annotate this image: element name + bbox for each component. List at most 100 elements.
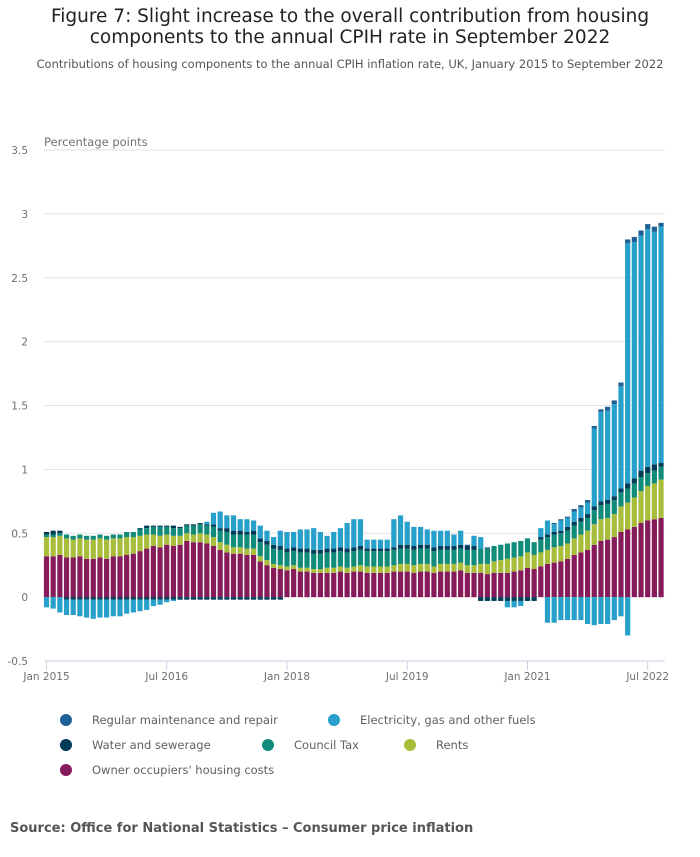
bar-segment-negative bbox=[130, 597, 136, 600]
bar-segment-negative bbox=[625, 597, 631, 636]
bar-segment bbox=[524, 538, 531, 553]
bar-segment bbox=[538, 539, 544, 553]
bar-segment-negative bbox=[524, 597, 531, 601]
bar-segment bbox=[311, 528, 317, 550]
bar-segment bbox=[384, 548, 390, 552]
bar-segment bbox=[538, 552, 544, 567]
bar-segment bbox=[164, 526, 170, 535]
bar-segment bbox=[471, 572, 477, 598]
bar-segment bbox=[264, 565, 270, 598]
bar-segment bbox=[484, 548, 490, 564]
bar-segment bbox=[63, 557, 70, 598]
bar-segment bbox=[157, 525, 163, 527]
legend-item-ooh[interactable]: Owner occupiers' housing costs bbox=[60, 763, 274, 777]
bar-segment bbox=[184, 525, 190, 534]
bar-segment bbox=[337, 528, 344, 548]
bar-segment bbox=[344, 548, 350, 553]
bar-segment bbox=[244, 548, 250, 555]
bar-segment bbox=[645, 520, 651, 598]
bar-segment bbox=[651, 483, 657, 520]
legend-dot-icon bbox=[60, 714, 72, 726]
y-tick-label: 2.5 bbox=[11, 273, 28, 285]
bar-segment bbox=[331, 531, 337, 549]
bar-segment bbox=[50, 556, 56, 598]
bar-segment bbox=[224, 544, 230, 553]
bar-segment bbox=[584, 502, 591, 515]
bar-segment bbox=[230, 534, 237, 548]
bar-segment bbox=[411, 549, 417, 566]
bar-segment bbox=[404, 571, 410, 598]
bar-segment bbox=[43, 531, 50, 535]
bar-segment-negative bbox=[77, 599, 83, 617]
bar-segment bbox=[651, 519, 657, 598]
legend-item-maintenance[interactable]: Regular maintenance and repair bbox=[60, 713, 278, 727]
bar-segment bbox=[618, 492, 624, 507]
bar-segment bbox=[605, 500, 611, 504]
bar-segment bbox=[598, 505, 604, 520]
bar-segment-negative bbox=[150, 597, 156, 600]
bar-segment bbox=[645, 466, 651, 474]
bar-segment bbox=[625, 488, 631, 503]
bar-segment bbox=[404, 544, 410, 549]
bar-segment bbox=[605, 539, 611, 598]
legend-item-electricity[interactable]: Electricity, gas and other fuels bbox=[328, 713, 536, 727]
bar-segment-negative bbox=[230, 597, 237, 600]
bar-segment-negative bbox=[170, 597, 177, 600]
bar-segment bbox=[384, 572, 390, 598]
bar-segment bbox=[458, 570, 464, 598]
bar-segment bbox=[264, 544, 270, 561]
bar-segment bbox=[524, 552, 531, 568]
bar-segment bbox=[417, 563, 424, 572]
bar-segment-negative bbox=[518, 597, 524, 601]
bar-segment bbox=[77, 534, 83, 539]
bar-segment bbox=[625, 239, 631, 244]
bar-segment bbox=[50, 534, 56, 538]
bar-segment bbox=[271, 544, 277, 549]
bar-segment bbox=[237, 553, 243, 598]
bar-segment-negative bbox=[564, 597, 571, 621]
bar-segment-negative bbox=[117, 597, 123, 600]
legend-label: Owner occupiers' housing costs bbox=[92, 763, 275, 777]
bar-segment bbox=[578, 534, 584, 553]
stacked-bar-chart: -0.500.511.522.533.5 Jan 2015 Jul 2016 Jan… bbox=[8, 135, 670, 683]
bar-segment bbox=[584, 517, 591, 531]
legend-item-rents[interactable]: Rents bbox=[404, 738, 468, 752]
legend-item-council-tax[interactable]: Council Tax bbox=[262, 738, 359, 752]
bar-segment-negative bbox=[170, 599, 177, 601]
bar-segment bbox=[164, 534, 170, 545]
legend-dot-icon bbox=[60, 764, 72, 776]
bar-segment bbox=[531, 542, 537, 555]
bar-segment bbox=[551, 531, 557, 535]
bar-segment bbox=[611, 400, 617, 405]
bar-segment bbox=[177, 544, 183, 598]
bar-segment bbox=[625, 483, 631, 489]
bar-segment-negative bbox=[104, 597, 110, 600]
bar-segment bbox=[451, 549, 457, 564]
bar-segment bbox=[170, 525, 177, 529]
bar-segment bbox=[337, 551, 344, 567]
y-tick-label: 1 bbox=[21, 464, 28, 476]
bar-segment-negative bbox=[257, 597, 263, 600]
bar-segment bbox=[417, 526, 424, 545]
bar-segment bbox=[458, 530, 464, 545]
bar-segment-negative bbox=[584, 597, 591, 624]
bar-segment bbox=[578, 552, 584, 598]
bar-segment-negative bbox=[164, 597, 170, 600]
bar-segment bbox=[444, 546, 450, 550]
bar-segment bbox=[337, 566, 344, 572]
bar-segment bbox=[504, 558, 511, 573]
bar-segment bbox=[150, 526, 156, 535]
legend-item-water[interactable]: Water and sewerage bbox=[60, 738, 211, 752]
bar-segment bbox=[277, 569, 283, 598]
x-tick-label: Jul 2016 bbox=[144, 671, 188, 683]
bar-segment bbox=[404, 521, 410, 545]
bar-segment bbox=[571, 508, 577, 512]
bar-segment bbox=[204, 534, 210, 544]
bar-segment bbox=[645, 473, 651, 486]
bar-segment-negative bbox=[571, 597, 577, 621]
bar-segment bbox=[631, 483, 637, 498]
bar-segment bbox=[651, 470, 657, 484]
legend-dot-icon bbox=[328, 714, 340, 726]
bar-segment bbox=[297, 567, 303, 572]
bar-segment bbox=[431, 530, 437, 548]
